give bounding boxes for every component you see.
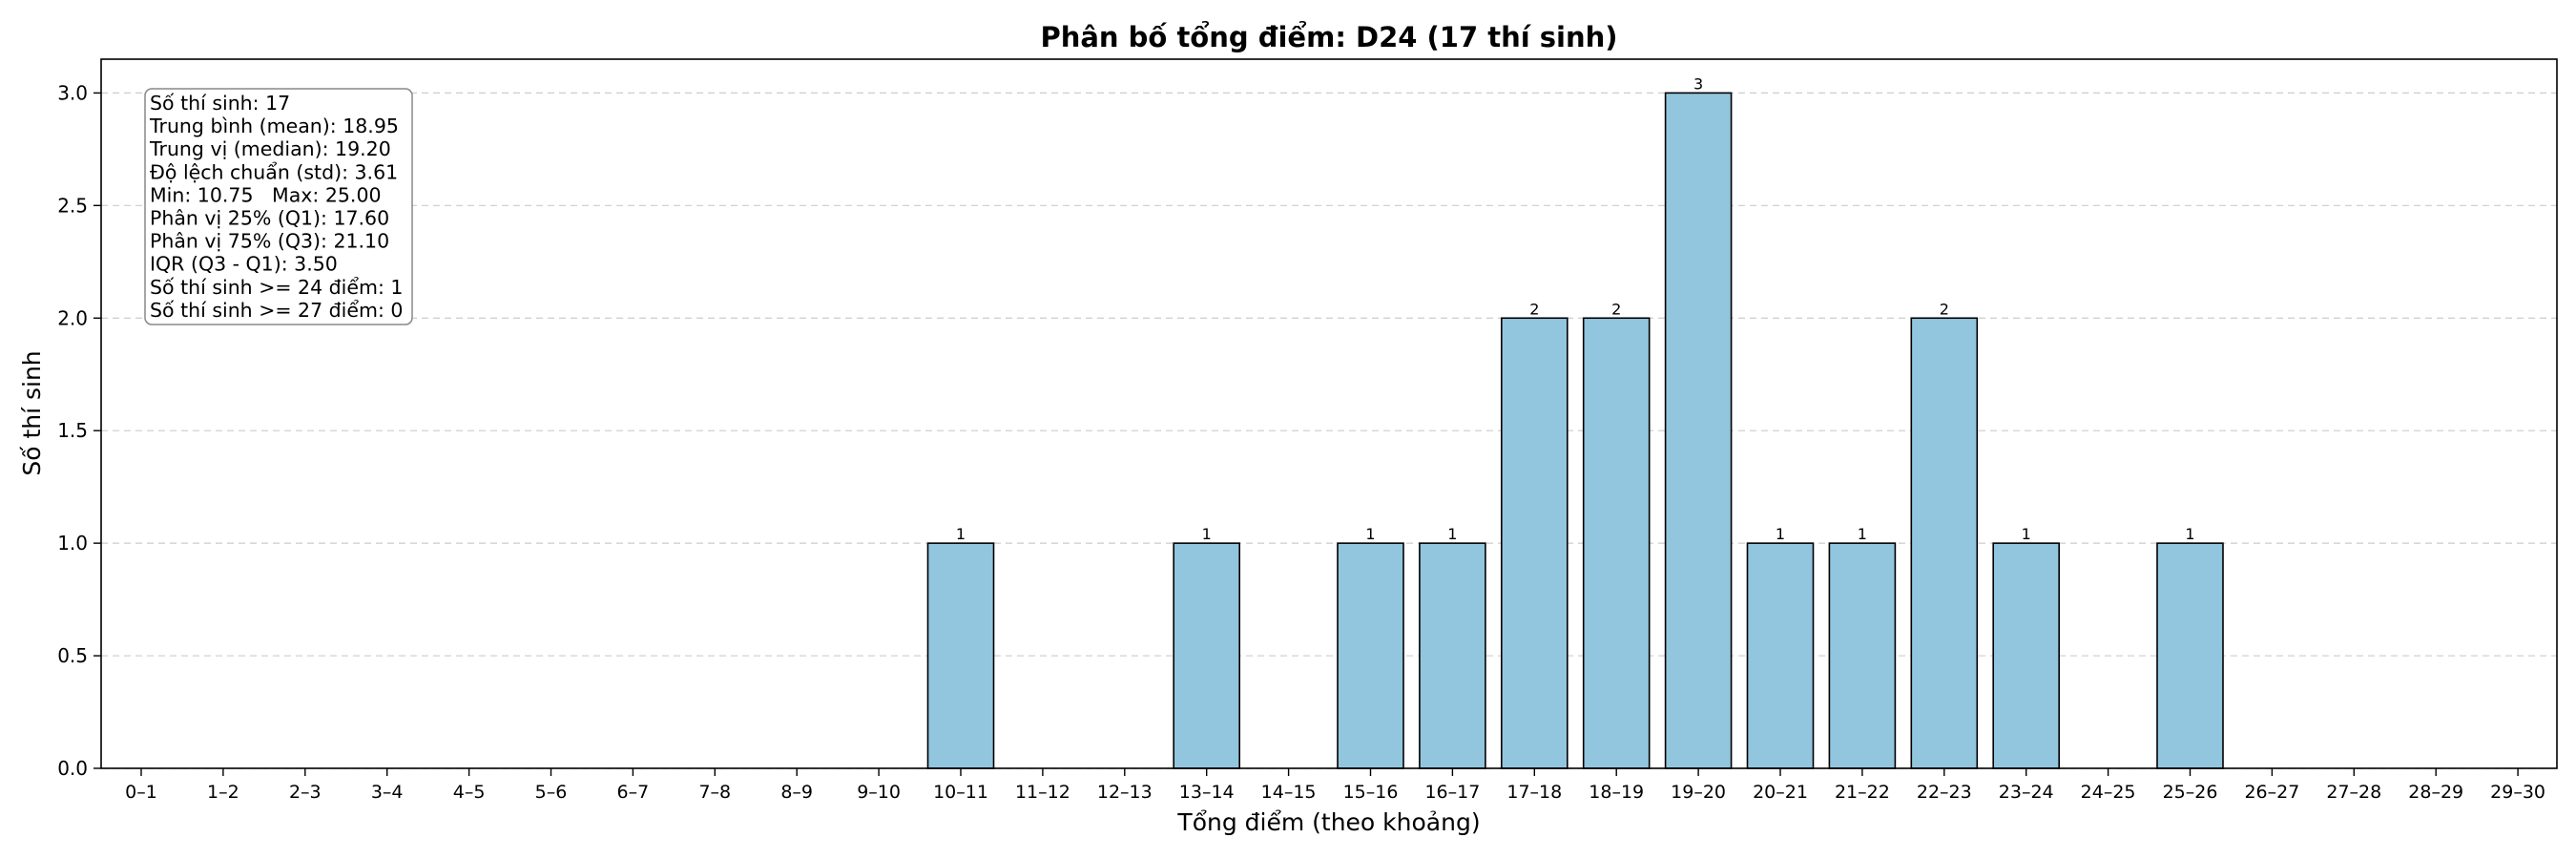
stats-line: Phân vị 25% (Q1): 17.60	[150, 207, 389, 230]
bar-value-label: 2	[1529, 300, 1539, 318]
x-tick-label: 11–12	[1015, 782, 1070, 803]
bar-value-label: 1	[1858, 525, 1867, 543]
x-tick-label: 29–30	[2490, 782, 2545, 803]
bar	[1828, 542, 1897, 769]
stats-line: Trung vị (median): 19.20	[149, 137, 391, 160]
x-tick-label: 8–9	[780, 782, 813, 803]
x-tick-label: 5–6	[535, 782, 568, 803]
y-tick-label: 3.0	[57, 81, 88, 104]
y-axis-title: Số thí sinh	[18, 350, 46, 475]
y-tick-label: 0.0	[57, 757, 88, 780]
x-tick-label: 0–1	[125, 782, 157, 803]
x-tick-label: 25–26	[2163, 782, 2218, 803]
bar	[1337, 542, 1404, 769]
x-tick-label: 7–8	[698, 782, 731, 803]
bar-value-label: 2	[1940, 300, 1949, 318]
x-tick-label: 10–11	[933, 782, 988, 803]
bar-value-label: 2	[1611, 300, 1621, 318]
x-tick-label: 3–4	[371, 782, 404, 803]
x-tick-label: 19–20	[1671, 782, 1726, 803]
stats-line: IQR (Q3 - Q1): 3.50	[150, 253, 338, 276]
bar	[1419, 542, 1486, 769]
bar	[1501, 317, 1568, 769]
bar	[926, 542, 995, 769]
x-tick-label: 4–5	[453, 782, 486, 803]
y-tick-label: 1.5	[57, 419, 88, 442]
bar	[1910, 317, 1979, 769]
x-tick-label: 17–18	[1506, 782, 1562, 803]
x-tick-label: 24–25	[2081, 782, 2136, 803]
x-tick-label: 20–21	[1753, 782, 1808, 803]
stats-line: Trung bình (mean): 18.95	[149, 115, 399, 137]
bar-value-label: 1	[1447, 525, 1457, 543]
bar-value-labels: 1 1 1 1 2 2 3 1 1 2 1 1	[956, 74, 2195, 543]
x-tick-label: 9–10	[857, 782, 901, 803]
bars-group	[926, 92, 2224, 769]
bar	[2156, 542, 2224, 769]
y-tick-label: 2.5	[57, 194, 88, 217]
bar-value-label: 1	[2185, 525, 2194, 543]
x-tick-label: 6–7	[617, 782, 650, 803]
bar-value-label: 1	[1776, 525, 1785, 543]
x-tick-label: 1–2	[207, 782, 239, 803]
y-axis: 0.0 0.5 1.0 1.5 2.0 2.5 3.0	[57, 81, 101, 780]
x-tick-label: 23–24	[1999, 782, 2054, 803]
bar-value-label: 1	[2022, 525, 2031, 543]
stats-line: Số thí sinh >= 24 điểm: 1	[150, 276, 403, 299]
bar	[1582, 317, 1651, 769]
x-tick-label: 14–15	[1261, 782, 1317, 803]
x-tick-label: 15–16	[1343, 782, 1399, 803]
x-tick-label: 18–19	[1589, 782, 1644, 803]
y-tick-label: 1.0	[57, 532, 88, 555]
bar-value-label: 1	[1365, 525, 1375, 543]
x-tick-label: 21–22	[1835, 782, 1890, 803]
x-tick-label: 27–28	[2326, 782, 2381, 803]
stats-line: Số thí sinh >= 27 điểm: 0	[150, 299, 403, 322]
bar	[1992, 542, 2060, 769]
x-tick-label: 12–13	[1097, 782, 1153, 803]
stats-box-frame	[144, 88, 413, 325]
bar-value-label: 3	[1693, 74, 1703, 93]
x-axis-title: Tổng điểm (theo khoảng)	[1176, 808, 1480, 836]
x-axis: 0–1 1–2 2–3 3–4 4–5 5–6 6–7 7–8 8–9 9–10 10–11 11–1…	[125, 768, 2545, 803]
stats-line: Phân vị 75% (Q3): 21.10	[150, 230, 389, 253]
y-tick-label: 0.5	[57, 644, 88, 667]
x-tick-label: 28–29	[2408, 782, 2463, 803]
bar	[1173, 542, 1240, 769]
stats-line: Min: 10.75 Max: 25.00	[150, 183, 382, 206]
bar-value-label: 1	[956, 525, 966, 543]
x-tick-label: 2–3	[289, 782, 322, 803]
plot-frame	[100, 58, 2558, 769]
x-tick-label: 22–23	[1917, 782, 1972, 803]
bar-value-label: 1	[1202, 525, 1212, 543]
y-tick-label: 2.0	[57, 306, 88, 329]
stats-line: Số thí sinh: 17	[150, 92, 290, 115]
bar	[1746, 542, 1815, 769]
chart-title: Phân bố tổng điểm: D24 (17 thí sinh)	[1040, 21, 1617, 53]
bar	[1664, 92, 1733, 769]
x-tick-label: 16–17	[1424, 782, 1480, 803]
stats-line: Độ lệch chuẩn (std): 3.61	[150, 160, 398, 183]
x-tick-label: 26–27	[2244, 782, 2299, 803]
x-tick-label: 13–14	[1179, 782, 1235, 803]
